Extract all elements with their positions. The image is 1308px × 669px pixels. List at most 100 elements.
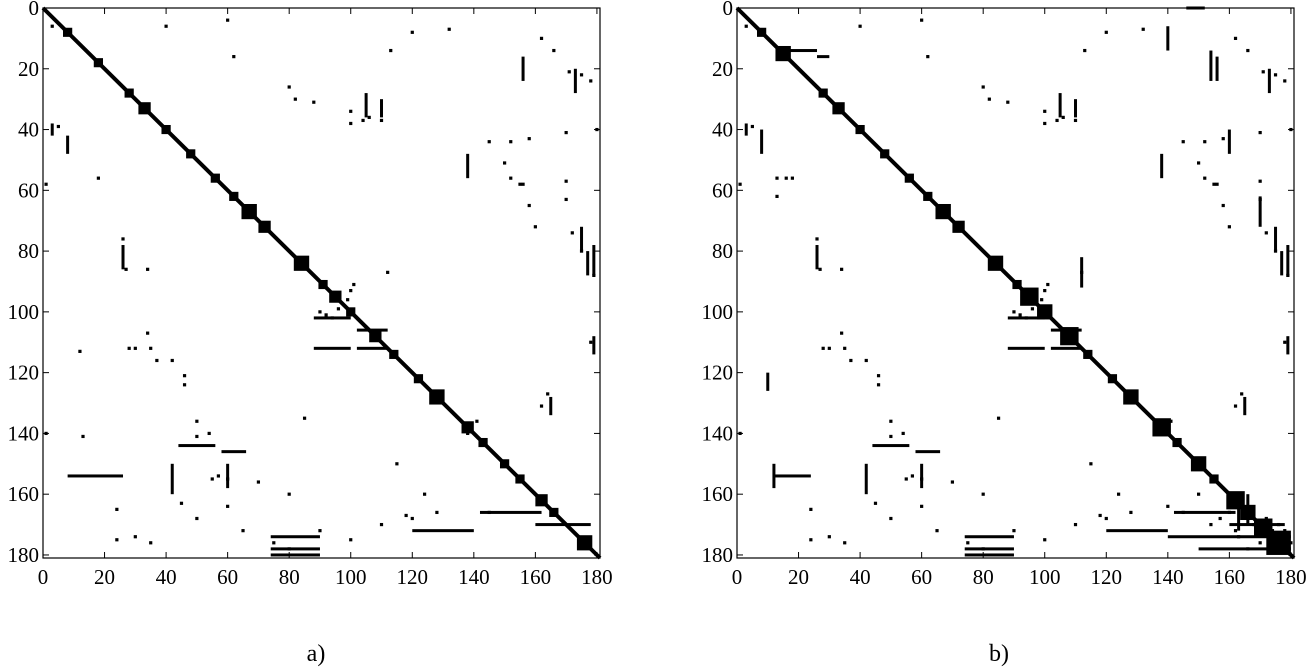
nonzero-row-run <box>1198 547 1291 551</box>
nonzero-column-run <box>66 135 70 154</box>
diagonal-block <box>258 220 271 233</box>
nonzero-row-run <box>535 523 591 527</box>
diagonal-block <box>987 255 1004 271</box>
nonzero-entry <box>1104 516 1108 521</box>
nonzero-column-run <box>1074 99 1078 118</box>
nonzero-entry <box>272 541 276 545</box>
nonzero-column-run <box>1215 56 1219 81</box>
nonzero-column-run <box>1274 226 1278 252</box>
y-tick-label: 80 <box>18 239 39 263</box>
diagonal-block <box>549 507 559 517</box>
nonzero-entry <box>966 541 970 545</box>
nonzero-entry <box>318 310 322 314</box>
nonzero-entry <box>981 85 985 89</box>
nonzero-entry <box>349 538 353 542</box>
nonzero-entry <box>324 313 328 317</box>
nonzero-column-run <box>580 226 584 252</box>
nonzero-entry <box>1073 118 1078 123</box>
nonzero-entry <box>552 48 556 53</box>
x-tick-label: 160 <box>1214 565 1246 589</box>
nonzero-entry <box>78 349 82 353</box>
nonzero-entry <box>1273 249 1278 253</box>
x-tick-label: 40 <box>850 565 871 589</box>
nonzero-column-run <box>380 99 384 118</box>
x-tick-label: 20 <box>788 565 809 589</box>
nonzero-row-run <box>1106 529 1168 533</box>
diagonal-block <box>923 191 933 201</box>
nonzero-entry <box>926 55 930 59</box>
x-tick-label: 0 <box>732 565 743 589</box>
nonzero-entry <box>241 529 245 533</box>
diagonal-block <box>63 27 73 37</box>
nonzero-entry <box>133 346 137 350</box>
diagonal-block <box>832 102 845 115</box>
nonzero-column-run <box>1237 506 1241 531</box>
nonzero-entry <box>367 115 371 119</box>
nonzero-entry <box>195 516 199 521</box>
nonzero-column-run <box>364 93 368 118</box>
nonzero-entry <box>1116 492 1121 496</box>
nonzero-entry <box>379 522 384 527</box>
nonzero-entry <box>1006 100 1010 104</box>
nonzero-entry <box>503 161 507 165</box>
diagonal-block <box>329 290 342 303</box>
diagonal-block <box>461 421 474 434</box>
nonzero-entry <box>487 140 491 144</box>
nonzero-entry <box>738 182 742 186</box>
nonzero-entry <box>843 346 847 350</box>
nonzero-column-run <box>1058 93 1062 118</box>
nonzero-column-run <box>1080 257 1084 288</box>
nonzero-entry <box>170 358 174 363</box>
y-tick-label: 0 <box>723 0 734 20</box>
nonzero-entry <box>346 298 350 302</box>
nonzero-entry <box>840 331 844 335</box>
nonzero-column-run <box>1166 26 1170 51</box>
nonzero-entry <box>889 419 893 423</box>
diagonal-block <box>576 535 593 551</box>
nonzero-entry <box>1083 48 1087 53</box>
nonzero-row-run <box>786 49 818 53</box>
nonzero-entry <box>349 121 353 126</box>
x-tick-label: 60 <box>911 565 932 589</box>
nonzero-entry <box>226 18 230 22</box>
diagonal-block <box>935 203 951 220</box>
nonzero-entry <box>827 346 831 350</box>
nonzero-entry <box>121 237 125 241</box>
y-tick-label: 180 <box>8 543 40 567</box>
nonzero-column-run <box>586 251 590 276</box>
nonzero-row-run <box>412 529 474 533</box>
nonzero-entry <box>1233 36 1238 40</box>
nonzero-entry <box>81 434 85 439</box>
nonzero-entry <box>124 267 128 271</box>
nonzero-entry <box>149 541 153 545</box>
nonzero-column-run <box>50 123 54 136</box>
nonzero-entry <box>56 124 60 129</box>
diagonal-block <box>1123 389 1139 405</box>
nonzero-entry <box>1221 203 1225 208</box>
y-tick-label: 160 <box>8 482 40 506</box>
diagonal-block <box>515 474 525 484</box>
nonzero-column-run <box>920 463 924 489</box>
nonzero-entry <box>361 118 365 123</box>
nonzero-entry <box>790 176 794 180</box>
nonzero-entry <box>232 55 236 59</box>
nonzero-row-run <box>1050 346 1082 350</box>
nonzero-entry <box>858 24 862 28</box>
nonzero-entry <box>1258 541 1262 545</box>
nonzero-row-run <box>270 535 320 539</box>
nonzero-entry <box>1215 182 1219 186</box>
nonzero-entry <box>1233 404 1238 408</box>
nonzero-entry <box>873 501 878 505</box>
nonzero-entry <box>1258 130 1262 135</box>
nonzero-entry <box>404 513 408 518</box>
nonzero-column-run <box>1286 245 1290 276</box>
nonzero-column-run <box>1227 129 1231 154</box>
y-tick-label: 120 <box>702 361 734 385</box>
nonzero-entry <box>318 529 322 533</box>
x-tick-label: 40 <box>156 565 177 589</box>
nonzero-column-run <box>1160 153 1164 179</box>
y-tick-label: 100 <box>8 300 40 324</box>
nonzero-entry <box>509 176 513 180</box>
nonzero-row-run <box>1173 510 1236 514</box>
nonzero-entry <box>1018 313 1022 317</box>
